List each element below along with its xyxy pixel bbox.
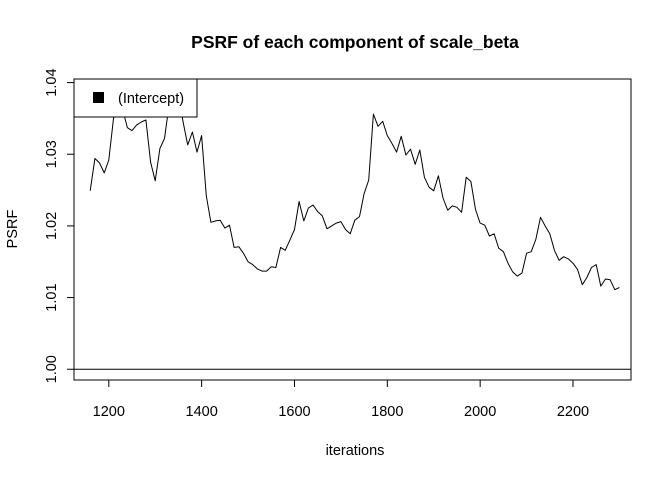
x-tick-label-1600: 1600	[278, 404, 310, 420]
y-tick-label-1.03: 1.03	[44, 140, 60, 168]
legend-swatch-intercept	[93, 92, 104, 103]
series-line-intercept	[89, 87, 620, 291]
chart-title: PSRF of each component of scale_beta	[191, 32, 519, 52]
plot-area	[73, 78, 632, 381]
y-tick-label-1.04: 1.04	[44, 68, 60, 96]
x-axis-label: iterations	[326, 443, 385, 459]
y-axis: 1.00 1.01 1.02 1.03 1.04	[44, 68, 75, 383]
legend-label-intercept: (Intercept)	[118, 91, 184, 107]
x-tick-label-2000: 2000	[464, 404, 496, 420]
x-tick-label-1800: 1800	[371, 404, 403, 420]
y-tick-label-1.02: 1.02	[44, 212, 60, 240]
x-axis: 1200 1400 1600 1800 2000 2200	[93, 379, 589, 420]
x-tick-label-1200: 1200	[93, 404, 125, 420]
x-tick-label-2200: 2200	[557, 404, 589, 420]
x-tick-label-1400: 1400	[186, 404, 218, 420]
y-axis-label: PSRF	[5, 210, 21, 249]
y-tick-label-1.01: 1.01	[44, 283, 60, 311]
y-tick-label-1.00: 1.00	[44, 355, 60, 383]
legend: (Intercept)	[73, 78, 198, 118]
